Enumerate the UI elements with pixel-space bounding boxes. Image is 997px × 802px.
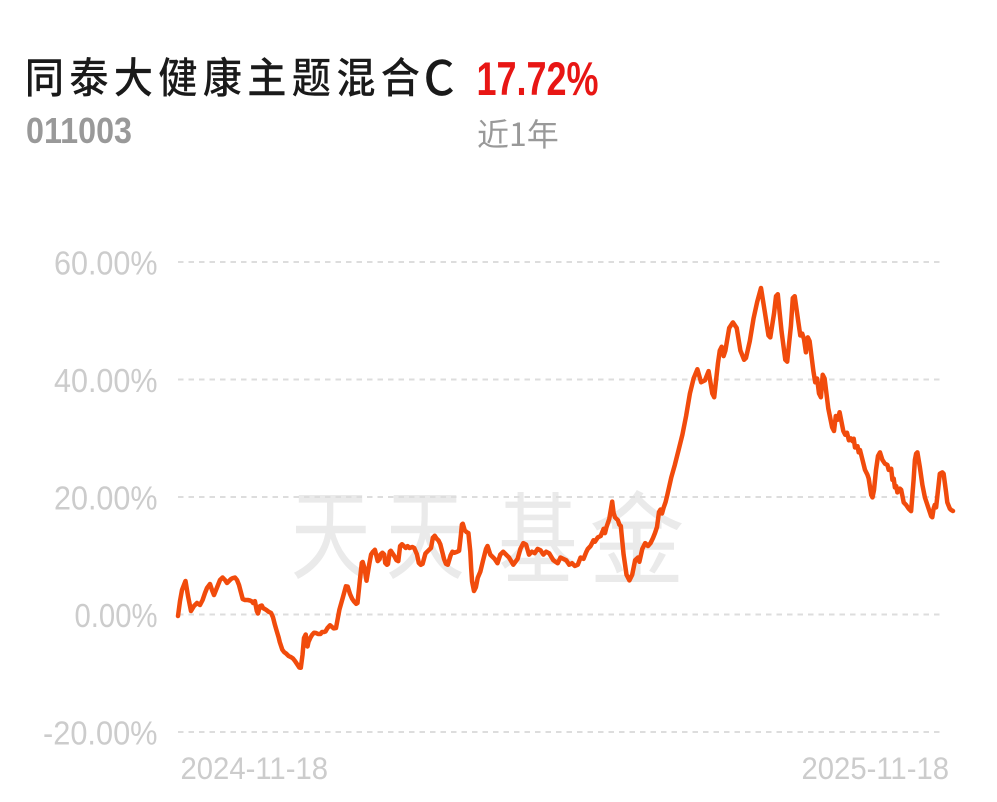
svg-text:60.00%: 60.00% xyxy=(54,245,158,282)
svg-text:20.00%: 20.00% xyxy=(54,480,158,517)
svg-text:2024-11-18: 2024-11-18 xyxy=(181,751,329,786)
svg-text:40.00%: 40.00% xyxy=(54,362,158,399)
svg-text:17.72%: 17.72% xyxy=(477,53,599,106)
svg-text:0.00%: 0.00% xyxy=(75,597,158,634)
svg-text:011003: 011003 xyxy=(26,110,132,151)
svg-text:-20.00%: -20.00% xyxy=(43,715,158,752)
svg-text:2025-11-18: 2025-11-18 xyxy=(802,751,950,786)
